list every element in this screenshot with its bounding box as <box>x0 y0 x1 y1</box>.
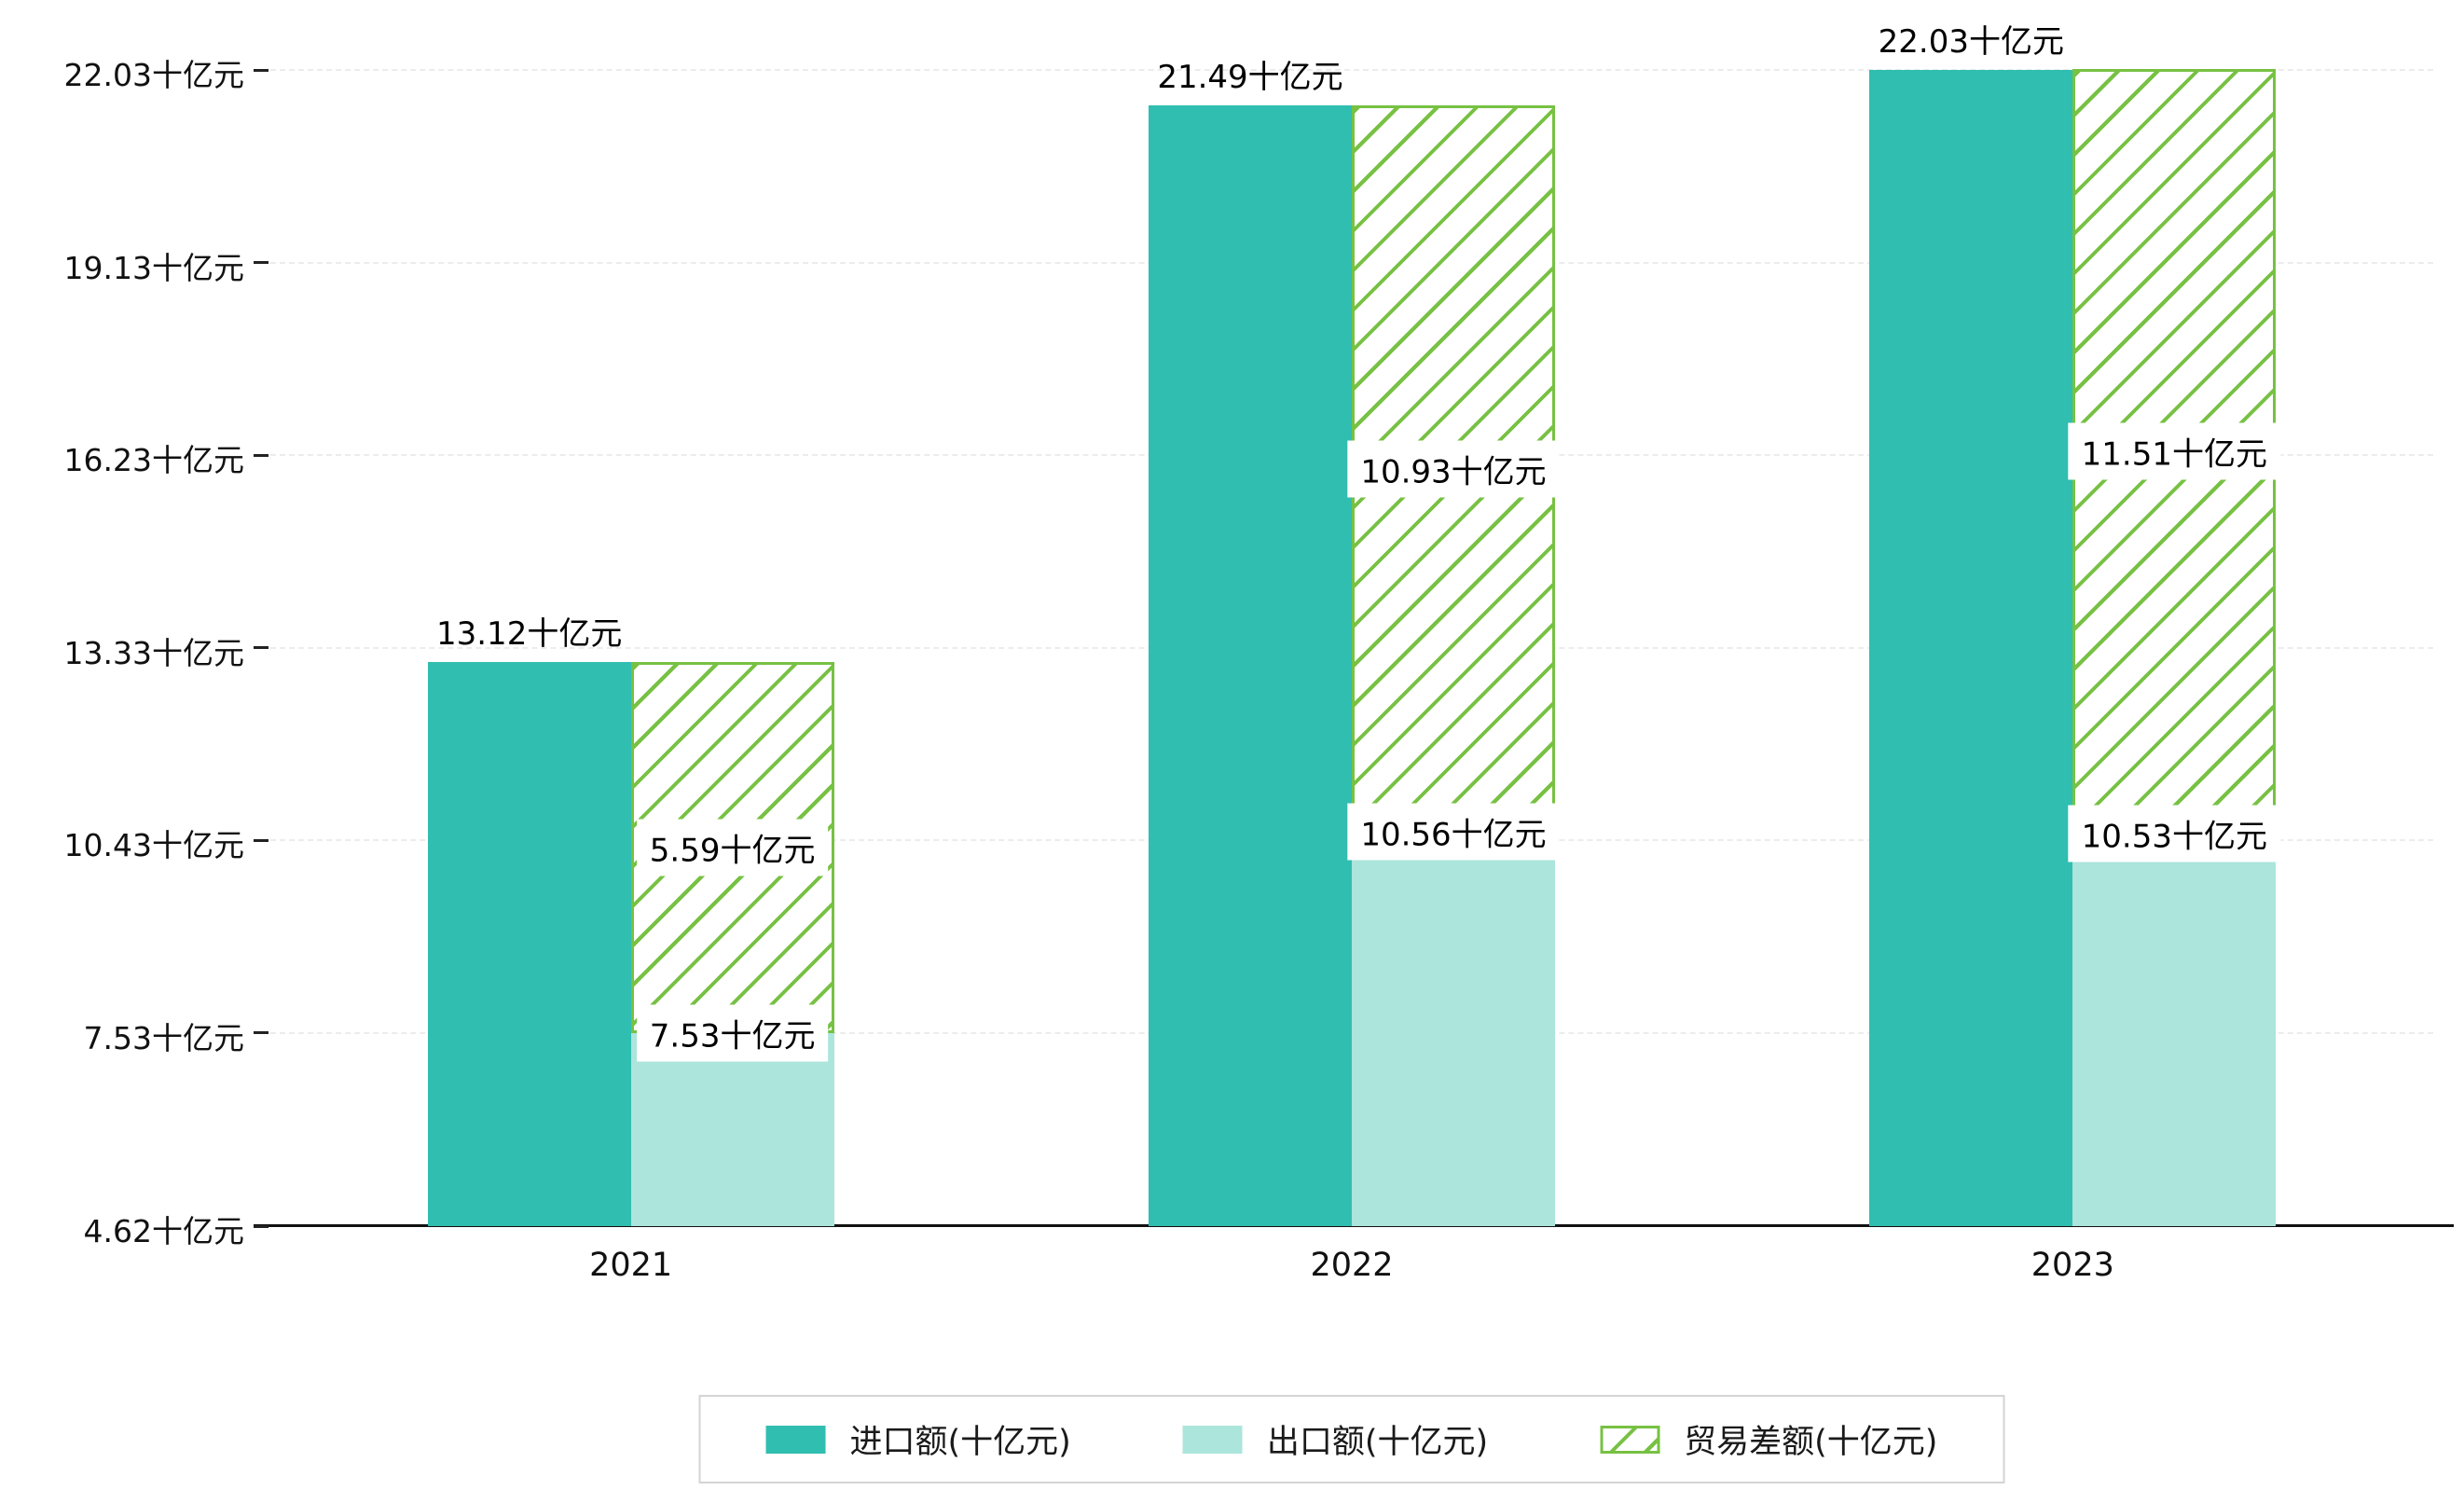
legend-label-export: 出口额(十亿元) <box>1266 1424 1489 1461</box>
legend: 进口额(十亿元) 出口额(十亿元) 贸易差额(十亿元) <box>698 1395 2005 1483</box>
y-axis-tick <box>254 1224 268 1228</box>
gridline <box>270 69 2433 71</box>
y-axis-tick <box>254 646 268 650</box>
trade-balance-swatch-icon <box>1600 1425 1660 1454</box>
y-axis-tick <box>254 261 268 265</box>
y-axis-tick <box>254 68 268 72</box>
export-bar <box>2072 834 2277 1226</box>
legend-label-import: 进口额(十亿元) <box>849 1424 1071 1461</box>
import-value-label: 21.49十亿元 <box>1157 59 1343 97</box>
y-axis-tick <box>254 1031 268 1035</box>
export-swatch-icon <box>1182 1425 1243 1454</box>
x-axis-label: 2021 <box>589 1247 673 1284</box>
trade-balance-value-label: 11.51十亿元 <box>2068 422 2280 480</box>
export-bar <box>1352 831 1555 1226</box>
y-axis-tick-label: 13.33十亿元 <box>63 634 244 671</box>
import-swatch-icon <box>765 1425 826 1454</box>
import-bar <box>427 661 631 1226</box>
y-axis-tick-label: 10.43十亿元 <box>63 827 244 864</box>
export-value-label: 7.53十亿元 <box>636 1004 829 1062</box>
y-axis-tick-label: 16.23十亿元 <box>63 442 244 479</box>
legend-item-trade-balance: 贸易差额(十亿元) <box>1600 1415 1937 1463</box>
y-axis-tick-label: 4.62十亿元 <box>83 1213 244 1249</box>
legend-label-trade-balance: 贸易差额(十亿元) <box>1684 1424 1938 1461</box>
export-value-label: 10.53十亿元 <box>2068 805 2280 862</box>
trade-balance-value-label: 10.93十亿元 <box>1347 440 1560 498</box>
y-axis-tick-label: 19.13十亿元 <box>63 249 244 286</box>
export-value-label: 10.56十亿元 <box>1347 803 1560 861</box>
import-value-label: 13.12十亿元 <box>435 614 623 653</box>
y-axis-tick-label: 7.53十亿元 <box>83 1019 244 1056</box>
x-axis-label: 2023 <box>2030 1247 2114 1284</box>
x-axis-label: 2022 <box>1310 1247 1394 1284</box>
y-axis-tick <box>254 453 268 457</box>
y-axis-tick <box>254 838 268 842</box>
export-bar <box>630 1032 834 1226</box>
import-value-label: 22.03十亿元 <box>1878 23 2064 61</box>
import-bar <box>1869 70 2073 1226</box>
legend-item-export: 出口额(十亿元) <box>1182 1415 1489 1463</box>
trade-balance-value-label: 5.59十亿元 <box>636 819 829 876</box>
import-bar <box>1149 105 1352 1226</box>
legend-item-import: 进口额(十亿元) <box>765 1415 1071 1463</box>
y-axis-tick-label: 22.03十亿元 <box>63 57 244 93</box>
